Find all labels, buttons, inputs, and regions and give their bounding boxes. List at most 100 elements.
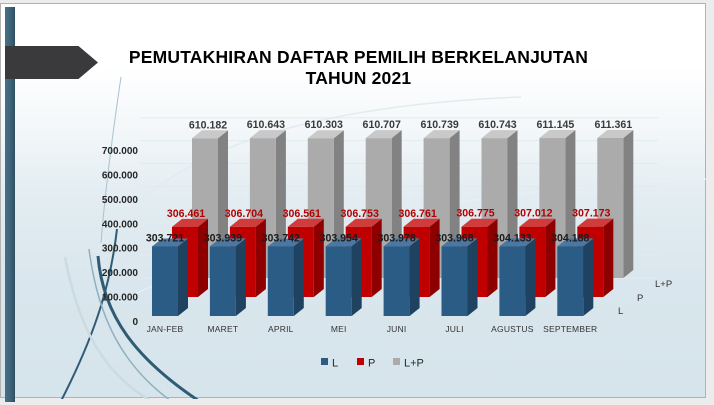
title-line-2: TAHUN 2021 [305,68,412,88]
bar-L-SEPTEMBER-side [583,238,594,316]
bar-L+P-JAN-FEB-top [192,130,228,139]
title-line-1: PEMUTAKHIRAN DAFTAR PEMILIH BERKELANJUTA… [128,47,589,67]
data-label-L+P-JAN-FEB: 610.182 [189,119,227,131]
data-label-L+P-SEPTEMBER: 611.361 [594,119,632,131]
data-label-P-MARET: 306.704 [225,208,263,220]
bar-L-MEI-side [351,238,362,316]
bar-P-JAN-FEB-top [172,218,208,227]
data-label-L-MARET: 303.939 [204,232,242,244]
y-axis-tick-label: 700.000 [102,146,139,157]
data-label-L+P-MARET: 610.643 [247,119,285,131]
y-axis-tick-label: 100.000 [102,293,139,304]
bar-L-JULI-top [441,238,478,247]
bar-L-JUNI-top [383,238,420,247]
bar-P-JUNI-top [403,218,440,227]
bar-chart-3d: 0 100.000 200.000 300.000 400.000 500.000 600.… [102,117,672,370]
bar-P-MARET-side [255,218,266,297]
data-label-L+P-JUNI: 610.739 [420,119,458,131]
bar-L-AGUSTUS-side [525,238,536,316]
bar-L-MEI [325,246,352,316]
y-axis-tick-label: 300.000 [102,244,139,255]
y-axis-tick-label: 0 [132,317,138,328]
bar-L-AGUSTUS-top [499,238,536,247]
bar-L+P-SEPTEMBER-side [623,129,634,278]
bar-P-JULI-side [487,218,498,297]
data-label-P-JAN-FEB: 306.461 [167,208,205,220]
bar-P-JULI-top [461,218,498,227]
decorative-stem [100,76,122,244]
data-label-P-SEPTEMBER: 307.173 [572,208,610,220]
bar-P-SEPTEMBER-top [577,218,614,227]
decorative-stem [60,228,118,399]
bar-L-MARET-top [209,238,246,247]
slide-canvas: PEMUTAKHIRAN DAFTAR PEMILIH BERKELANJUTA… [0,3,707,402]
legend-swatch-L [321,358,328,365]
y-axis-tick-label: 400.000 [102,219,139,230]
data-label-L-APRIL: 303.742 [262,232,300,244]
decorative-stem [63,256,151,399]
legend-label-L: L [332,358,338,370]
bar-L+P-APRIL-top [307,130,344,139]
bar-L-SEPTEMBER [557,246,584,316]
bar-L-JAN-FEB [152,246,178,316]
x-axis-category-label: JUNI [387,324,407,334]
x-axis-category-label: SEPTEMBER [543,324,597,334]
decorative-stem [88,248,170,399]
y-axis-tick-label: 200.000 [102,268,139,279]
bar-L-JUNI-side [409,238,420,316]
depth-axis-label-L: L [618,306,623,317]
data-label-P-APRIL: 306.561 [283,208,321,220]
bar-L-JULI-side [467,238,478,316]
data-label-L+P-JULI: 610.743 [478,119,516,131]
x-axis-category-label: AGUSTUS [491,324,534,334]
bar-P-APRIL-side [313,218,324,297]
bar-P-AGUSTUS-top [519,218,556,227]
bar-L-APRIL [267,246,294,316]
data-label-L+P-APRIL: 610.303 [305,119,343,131]
data-label-P-MEI: 306.753 [341,208,379,220]
bar-L+P-JUNI-top [423,130,460,139]
bar-L+P-JULI-top [481,130,518,139]
x-axis-category-label: MEI [331,324,347,334]
bar-L-MARET [209,246,236,316]
legend-swatch-L+P [393,358,400,365]
bar-L-AGUSTUS [499,246,526,316]
bar-L+P-MARET-top [249,130,286,139]
left-accent-band [5,7,15,402]
bar-P-AGUSTUS-side [545,218,556,297]
data-label-L-JUNI: 303.978 [377,232,415,244]
bar-P-MARET-top [229,218,266,227]
x-axis-category-label: APRIL [268,324,294,334]
bar-L-APRIL-side [293,238,304,316]
legend-swatch-P [357,358,364,365]
legend-label-P: P [368,358,375,370]
legend-label-L+P: L+P [404,358,424,370]
data-label-L-AGUSTUS: 304.133 [493,232,531,244]
data-label-L-JAN-FEB: 303.721 [146,232,184,244]
bar-L-MEI-top [325,238,362,247]
data-label-P-AGUSTUS: 307.012 [514,208,552,220]
x-axis-category-label: JAN-FEB [147,324,184,334]
bar-L-JULI [441,246,468,316]
data-label-L-SEPTEMBER: 304.188 [551,232,589,244]
bar-L-APRIL-top [267,238,304,247]
depth-axis-label-L+P: L+P [655,279,672,290]
data-label-L+P-MEI: 610.707 [363,119,401,131]
y-axis-tick-label: 500.000 [102,195,139,206]
y-axis-tick-label: 600.000 [102,170,139,181]
bar-P-SEPTEMBER-side [603,218,614,297]
bar-L+P-MEI-top [365,130,402,139]
x-axis-category-label: JULI [445,324,463,334]
data-label-P-JUNI: 306.761 [398,208,436,220]
arrow-icon [5,46,98,79]
bar-P-MEI-top [345,218,382,227]
data-label-P-JULI: 306.775 [456,208,494,220]
bar-L-JUNI [383,246,410,316]
data-label-L+P-AGUSTUS: 611.145 [537,119,575,131]
x-axis-category-label: MARET [208,324,239,334]
data-label-L-MEI: 303.954 [320,232,358,244]
bar-P-MEI-side [371,218,382,297]
bar-L-SEPTEMBER-top [557,238,594,247]
bar-L+P-SEPTEMBER-top [597,129,634,138]
